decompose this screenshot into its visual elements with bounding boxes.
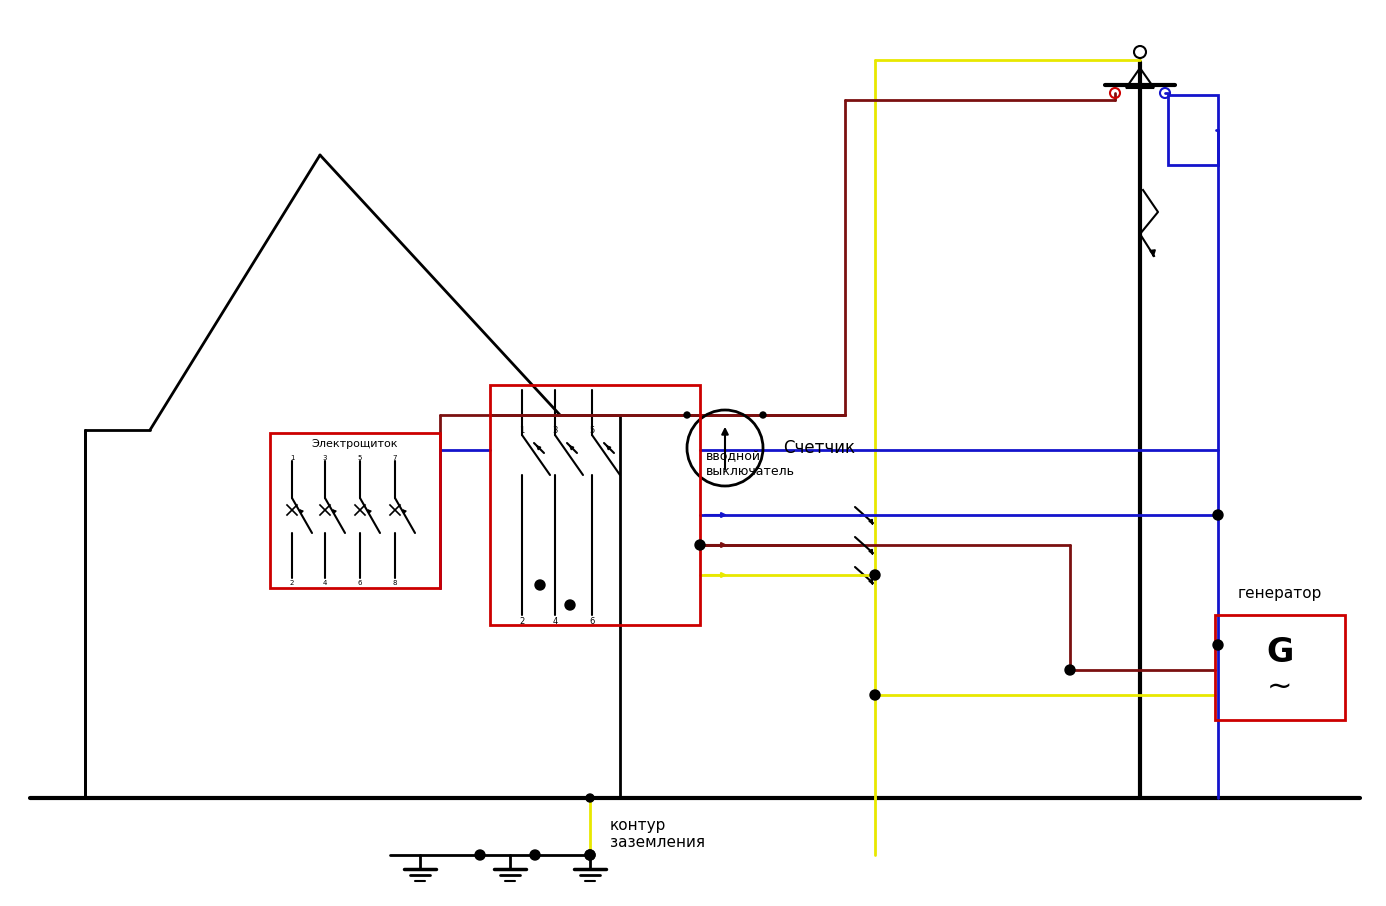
Circle shape	[565, 600, 575, 610]
Circle shape	[870, 570, 880, 580]
Bar	[1168, 95, 1218, 165]
Text: G: G	[1267, 637, 1293, 670]
Circle shape	[535, 580, 545, 590]
Circle shape	[685, 412, 690, 418]
Text: 4: 4	[553, 617, 557, 626]
Circle shape	[694, 540, 705, 550]
Text: 2: 2	[520, 617, 525, 626]
Text: 2: 2	[290, 580, 294, 586]
Text: вводной
выключатель: вводной выключатель	[705, 450, 796, 478]
Text: Счетчик: Счетчик	[783, 439, 855, 457]
Text: ~: ~	[1267, 672, 1293, 701]
Text: контур
заземления: контур заземления	[610, 817, 705, 850]
Circle shape	[586, 794, 595, 802]
Text: 1: 1	[290, 455, 294, 461]
Circle shape	[870, 690, 880, 700]
Text: 3: 3	[323, 455, 327, 461]
Circle shape	[585, 850, 595, 860]
Circle shape	[1064, 665, 1076, 675]
Text: Электрощиток: Электрощиток	[312, 439, 398, 449]
Bar	[1216, 615, 1344, 720]
Text: 5: 5	[589, 426, 595, 435]
Circle shape	[760, 412, 766, 418]
Circle shape	[1213, 510, 1222, 520]
Text: 4: 4	[323, 580, 327, 586]
Text: 5: 5	[358, 455, 362, 461]
Text: 3: 3	[552, 426, 557, 435]
Text: генератор: генератор	[1238, 586, 1322, 601]
Circle shape	[585, 850, 595, 860]
Bar	[491, 385, 700, 625]
Circle shape	[475, 850, 485, 860]
Text: 6: 6	[358, 580, 362, 586]
Text: 1: 1	[520, 426, 525, 435]
Circle shape	[529, 850, 541, 860]
Text: 7: 7	[392, 455, 398, 461]
Circle shape	[1213, 640, 1222, 650]
Text: 8: 8	[392, 580, 398, 586]
Text: 6: 6	[589, 617, 595, 626]
Bar	[270, 433, 439, 588]
